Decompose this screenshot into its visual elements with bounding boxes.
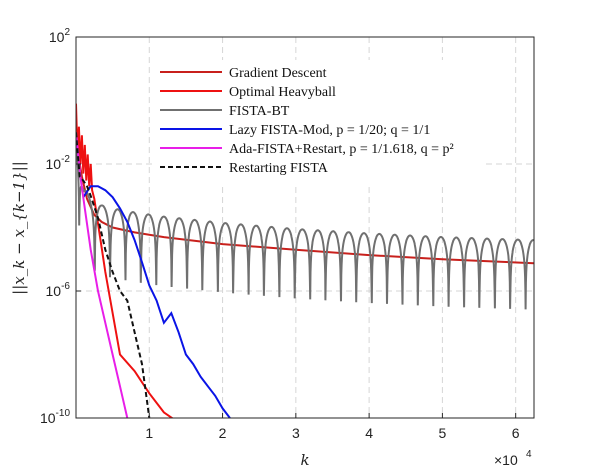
plot-frame xyxy=(75,36,535,419)
series-line xyxy=(76,140,534,310)
x-tick-label: 1 xyxy=(145,425,153,441)
legend: Gradient Descent Optimal Heavyball FISTA-B… xyxy=(155,60,485,186)
y-tick-label: 102 xyxy=(49,27,71,45)
y-tick-label: 10-2 xyxy=(46,154,71,172)
y-tick-label: 10-6 xyxy=(46,281,71,299)
legend-entry-label: Restarting FISTA xyxy=(229,161,329,176)
x-tick-label: 4 xyxy=(365,425,373,441)
x-tick-label: 3 xyxy=(292,425,300,441)
legend-entry-label: Lazy FISTA-Mod, p = 1/20; q = 1/1 xyxy=(229,123,430,138)
series-line xyxy=(76,132,129,418)
series-line xyxy=(82,185,231,418)
legend-entry-label: Optimal Heavyball xyxy=(229,85,336,100)
series-line xyxy=(76,132,151,418)
x-multiplier-base: ×10 xyxy=(494,452,518,468)
legend-entry-label: FISTA-BT xyxy=(229,104,290,119)
legend-entry-label: Ada-FISTA+Restart, p = 1/1.618, q = p² xyxy=(229,142,454,157)
y-axis-label: ||x_k − x_{k−1}|| xyxy=(10,161,28,295)
x-multiplier-exponent: 4 xyxy=(526,449,532,460)
axis-ticks: 1 2 3 4 5 6 102 10-2 10-6 10-10 xyxy=(40,27,520,441)
legend-box xyxy=(155,60,485,186)
x-axis-label: k xyxy=(300,451,309,469)
x-tick-label: 2 xyxy=(219,425,227,441)
legend-entry-label: Gradient Descent xyxy=(229,66,327,81)
x-multiplier: ×10 4 xyxy=(494,449,532,468)
y-tick-label: 10-10 xyxy=(40,408,70,426)
series-layer xyxy=(76,103,534,418)
x-tick-label: 5 xyxy=(439,425,447,441)
x-tick-label: 6 xyxy=(512,425,520,441)
